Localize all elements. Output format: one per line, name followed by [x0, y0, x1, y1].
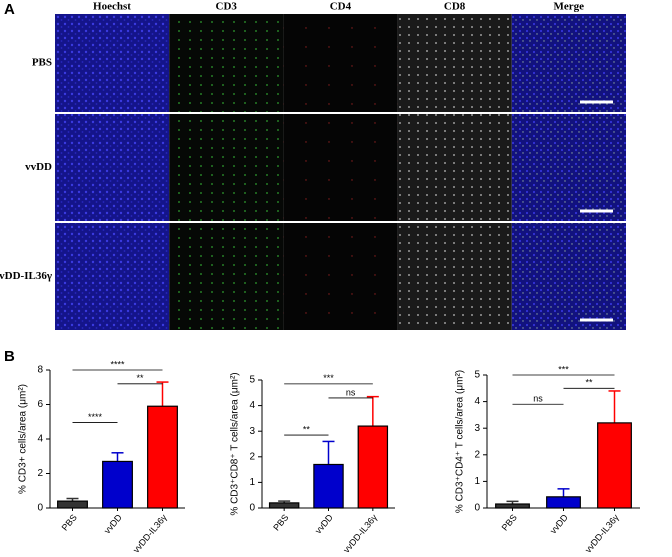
panel-label: A	[4, 1, 15, 18]
micrograph	[397, 223, 512, 330]
micrograph	[169, 223, 284, 330]
row-label: PBS	[32, 57, 52, 69]
row-label: vvDD-IL36γ	[0, 270, 52, 282]
micrograph	[511, 114, 626, 221]
y-tick-label: 5	[249, 375, 255, 386]
micrograph	[283, 223, 398, 330]
significance-label: **	[585, 378, 593, 388]
significance-label: ****	[110, 359, 125, 369]
significance-label: **	[136, 373, 144, 383]
bar	[357, 425, 389, 509]
x-tick-label: vvDD	[313, 512, 335, 536]
y-tick-label: 2	[37, 468, 43, 479]
bar	[268, 502, 300, 509]
significance-label: **	[303, 424, 311, 434]
y-tick-label: 2	[474, 449, 480, 460]
micrograph	[55, 14, 170, 112]
micrograph	[397, 114, 512, 221]
channel-label: Merge	[554, 1, 585, 13]
bar	[495, 503, 530, 509]
micrograph	[283, 114, 398, 221]
bar	[102, 460, 133, 509]
channel-label: CD3	[216, 1, 238, 13]
x-tick-label: vvDD-IL36γ	[341, 512, 379, 555]
y-tick-label: 0	[474, 503, 480, 514]
y-tick-label: 3	[249, 426, 255, 437]
y-axis-label: % CD3+ cells/area (μm²)	[18, 384, 29, 494]
y-tick-label: 1	[249, 477, 255, 488]
row-label: vvDD	[25, 161, 52, 173]
x-tick-label: vvDD-IL36γ	[131, 512, 169, 555]
bar	[313, 463, 344, 509]
micrograph	[283, 14, 398, 112]
micrograph	[511, 223, 626, 330]
bar	[147, 405, 178, 509]
x-tick-label: vvDD-IL36γ	[583, 512, 621, 555]
x-tick-label: PBS	[500, 512, 519, 532]
bar	[546, 496, 581, 509]
micrograph	[397, 14, 512, 112]
y-tick-label: 4	[474, 396, 480, 407]
y-tick-label: 4	[37, 434, 43, 445]
y-tick-label: 3	[474, 423, 480, 434]
significance-label: ***	[323, 373, 334, 383]
channel-label: Hoechst	[93, 1, 131, 13]
y-tick-label: 4	[249, 400, 255, 411]
significance-label: ns	[533, 394, 543, 404]
channel-label: CD4	[330, 1, 352, 13]
y-tick-label: 1	[474, 476, 480, 487]
x-tick-label: PBS	[60, 512, 79, 532]
channel-label: CD8	[444, 1, 466, 13]
bar	[57, 500, 88, 509]
x-tick-label: PBS	[271, 512, 290, 532]
panel-label: B	[4, 348, 15, 365]
micrograph	[511, 14, 626, 112]
y-tick-label: 8	[37, 365, 43, 376]
y-axis-label: % CD3⁺CD4⁺ T cells/area (μm²)	[455, 370, 466, 513]
significance-label: ***	[558, 364, 569, 374]
y-tick-label: 6	[37, 399, 43, 410]
significance-label: ns	[346, 387, 356, 397]
y-tick-label: 0	[37, 503, 43, 514]
micrograph	[55, 223, 170, 330]
bar	[597, 422, 632, 509]
x-tick-label: vvDD	[548, 512, 570, 536]
x-tick-label: vvDD	[102, 512, 124, 536]
y-axis-label: % CD3⁺CD8⁺ T cells/area (μm²)	[230, 372, 241, 515]
y-tick-label: 0	[249, 503, 255, 514]
micrograph	[169, 14, 284, 112]
micrograph	[169, 114, 284, 221]
micrograph	[55, 114, 170, 221]
significance-label: ****	[88, 412, 103, 422]
y-tick-label: 2	[249, 451, 255, 462]
y-tick-label: 5	[474, 370, 480, 381]
